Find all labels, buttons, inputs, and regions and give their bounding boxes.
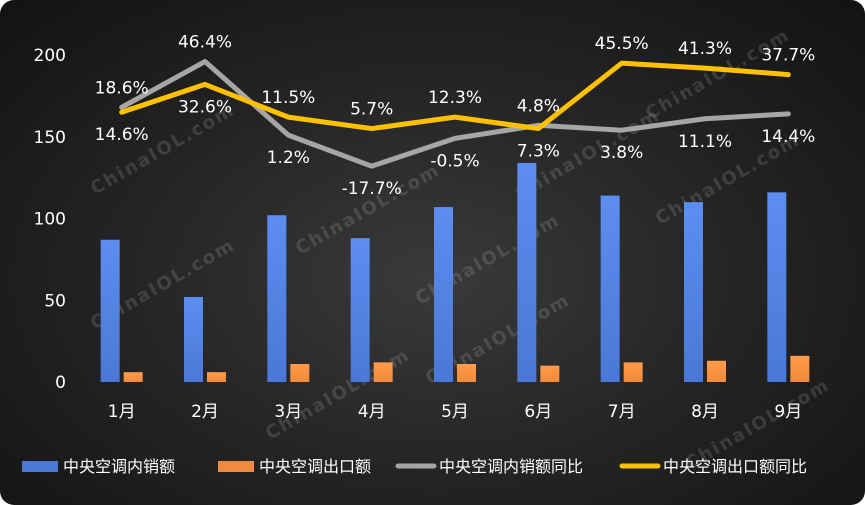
legend-label: 中央空调出口额 [259,457,371,476]
data-labels: 18.6% 14.6% 46.4% 32.6% 1.2% 11.5% -17.7% 5.7% -… [95,33,816,200]
data-label-domestic-yoy: 46.4% [178,33,232,53]
x-tick-label: 5月 [441,402,469,422]
bar-domestic [434,207,453,382]
legend-swatch [22,461,58,472]
data-label-export-yoy: 32.6% [178,97,232,117]
bar-export [290,364,310,382]
bar-export [707,360,726,382]
bar-export [373,362,393,382]
y-tick-label: 150 [34,128,66,148]
x-axis: 1月 2月 3月 4月 5月 6月 7月 8月 9月 [108,402,802,422]
data-label-export-yoy: 41.3% [678,39,732,59]
bar-domestic [350,238,370,382]
x-tick-label: 9月 [774,402,802,422]
legend-swatch [218,461,254,472]
line-domestic-yoy [119,59,791,169]
data-label-export-yoy: 37.7% [761,46,815,66]
y-axis: 0 50 100 150 200 [34,46,66,393]
line-export-yoy [119,60,791,132]
data-label-export-yoy: 12.3% [428,88,482,108]
bar-domestic [600,195,620,382]
bar-domestic [517,162,537,382]
y-tick-label: 0 [55,373,66,393]
bar-domestic [184,296,203,382]
y-tick-label: 100 [34,210,66,230]
data-label-domestic-yoy: -17.7% [342,179,402,199]
x-tick-label: 3月 [274,402,302,422]
bar-export [790,355,810,382]
data-label-domestic-yoy: 3.8% [600,143,643,163]
x-tick-label: 7月 [608,402,636,422]
bar-export [540,365,560,382]
x-tick-label: 8月 [691,402,719,422]
data-label-domestic-yoy: 4.8% [517,96,560,116]
bar-series [100,162,810,382]
line-series [119,59,791,169]
data-label-domestic-yoy: -0.5% [430,151,479,171]
bar-export [207,372,226,382]
bar-domestic [767,192,787,382]
bar-export [457,364,476,382]
data-label-export-yoy: 45.5% [595,34,649,54]
data-label-export-yoy: 5.7% [350,100,393,120]
bar-domestic [267,215,287,382]
data-label-domestic-yoy: 18.6% [95,78,149,98]
legend-label: 中央空调内销额同比 [439,457,583,476]
data-label-export-yoy: 7.3% [517,142,560,162]
legend: 中央空调内销额 中央空调出口额 中央空调内销额同比 中央空调出口额同比 [22,457,807,476]
data-label-export-yoy: 11.5% [261,88,315,108]
x-tick-label: 2月 [191,402,219,422]
x-tick-label: 1月 [108,402,136,422]
legend-label: 中央空调内销额 [63,457,175,476]
y-tick-label: 50 [44,291,66,311]
x-tick-label: 4月 [358,402,386,422]
data-label-domestic-yoy: 14.4% [761,127,815,147]
bar-export [623,362,643,382]
data-label-domestic-yoy: 11.1% [678,132,732,152]
bar-domestic [684,202,703,382]
x-tick-label: 6月 [524,402,552,422]
data-label-export-yoy: 14.6% [95,125,149,145]
data-label-domestic-yoy: 1.2% [267,148,310,168]
bar-export [123,372,143,382]
legend-label: 中央空调出口额同比 [663,457,807,476]
y-tick-label: 200 [34,46,66,66]
bar-domestic [100,239,120,382]
